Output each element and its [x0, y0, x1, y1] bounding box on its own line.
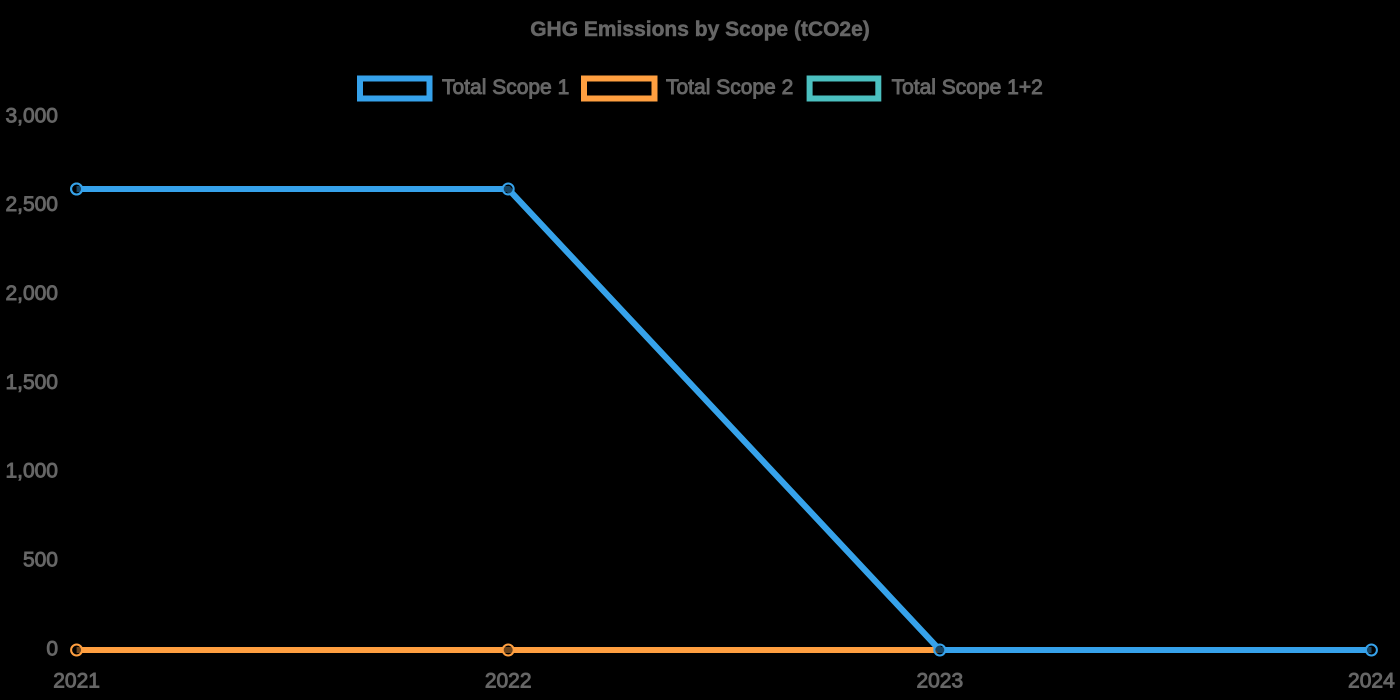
- svg-text:2021: 2021: [53, 670, 100, 693]
- svg-text:Total Scope 1+2: Total Scope 1+2: [892, 76, 1043, 99]
- svg-text:1,000: 1,000: [5, 460, 58, 483]
- svg-text:GHG Emissions by Scope (tCO2e): GHG Emissions by Scope (tCO2e): [530, 18, 870, 41]
- svg-text:2,000: 2,000: [5, 282, 58, 305]
- svg-text:0: 0: [46, 637, 58, 660]
- svg-text:1,500: 1,500: [5, 371, 58, 394]
- svg-text:2024: 2024: [1348, 670, 1395, 693]
- svg-text:2022: 2022: [485, 670, 532, 693]
- svg-text:Total Scope 1: Total Scope 1: [442, 76, 569, 99]
- svg-text:3,000: 3,000: [5, 104, 58, 127]
- svg-text:2023: 2023: [916, 670, 963, 693]
- svg-text:500: 500: [23, 549, 58, 572]
- svg-text:Total Scope 2: Total Scope 2: [666, 76, 793, 99]
- svg-text:2,500: 2,500: [5, 193, 58, 216]
